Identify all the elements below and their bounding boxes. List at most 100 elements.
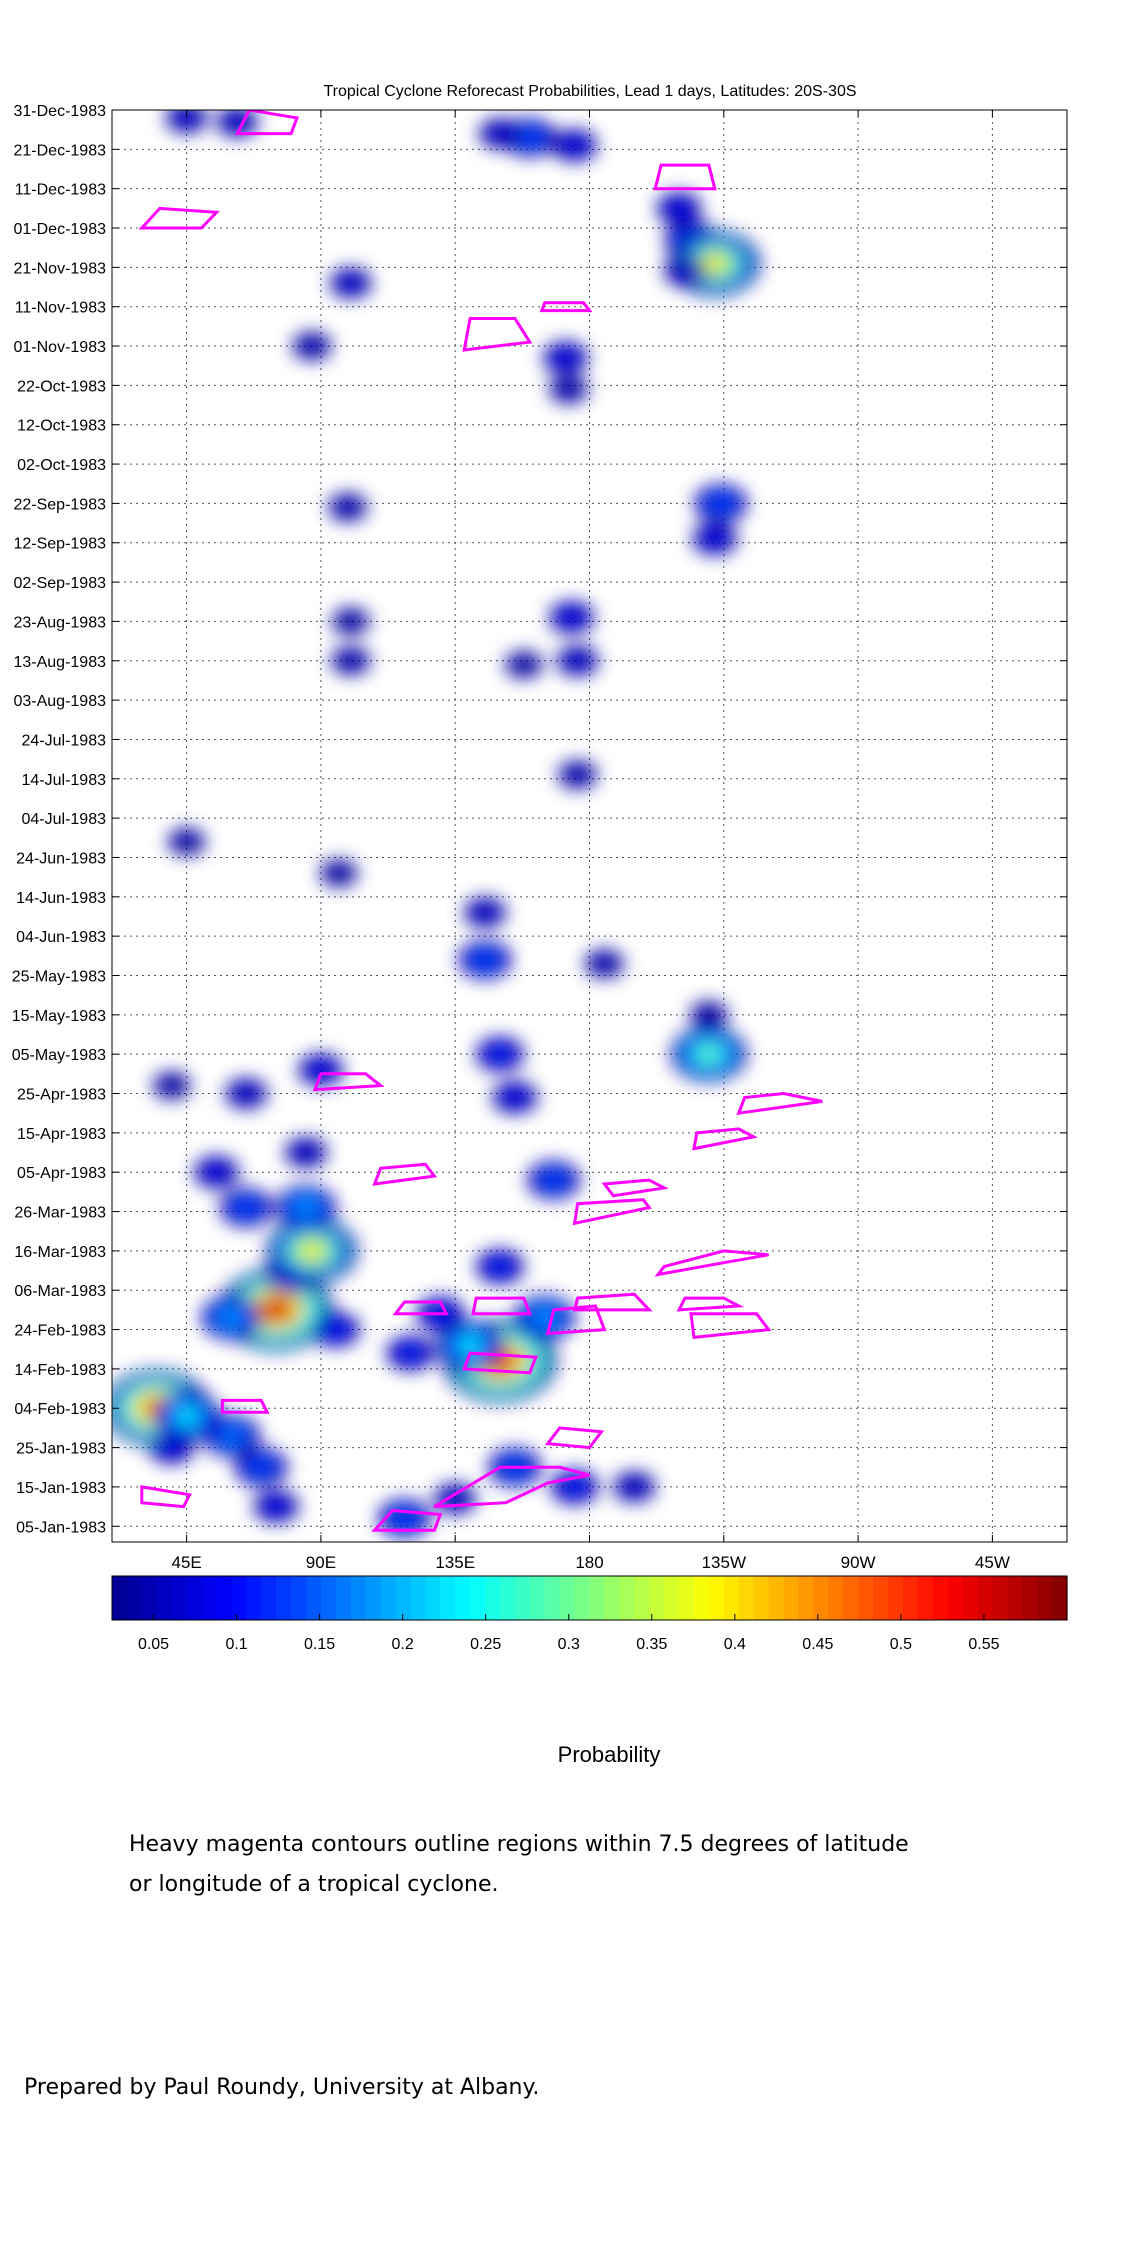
prob-blob bbox=[231, 117, 244, 127]
colorbar-cell bbox=[440, 1576, 456, 1620]
colorbar-cell bbox=[1052, 1576, 1068, 1620]
colorbar-cell bbox=[231, 1576, 247, 1620]
prob-blob bbox=[567, 1482, 582, 1492]
prob-blob bbox=[477, 954, 493, 966]
prob-blob bbox=[403, 1348, 418, 1359]
prob-blob bbox=[314, 1065, 328, 1075]
colorbar-cell bbox=[485, 1576, 501, 1620]
cyclone-contour bbox=[676, 1296, 745, 1312]
cyclone-contour bbox=[572, 1198, 652, 1226]
colorbar-cell bbox=[171, 1576, 188, 1620]
y-tick-label: 15-Apr-1983 bbox=[17, 1126, 106, 1143]
prob-blob bbox=[238, 1202, 254, 1213]
prob-blob bbox=[493, 1261, 507, 1272]
colorbar-cell bbox=[529, 1576, 546, 1620]
colorbar-cell bbox=[126, 1576, 143, 1620]
colorbar-tick-label: 0.5 bbox=[890, 1636, 912, 1653]
cyclone-contour bbox=[462, 1351, 538, 1375]
colorbar-cell bbox=[320, 1576, 337, 1620]
prob-blob bbox=[713, 498, 729, 509]
y-tick-label: 12-Sep-1983 bbox=[13, 536, 106, 553]
prob-blob bbox=[460, 1338, 480, 1353]
colorbar-cell bbox=[365, 1576, 382, 1620]
prob-blob bbox=[329, 1324, 343, 1335]
colorbar-cell bbox=[470, 1576, 486, 1620]
cyclone-contour bbox=[692, 1127, 759, 1151]
prob-blob bbox=[572, 770, 584, 779]
cyclone-contour bbox=[653, 163, 717, 191]
colorbar-cell bbox=[1022, 1576, 1038, 1620]
colorbar-cell bbox=[768, 1576, 785, 1620]
prob-blob bbox=[536, 1311, 554, 1324]
prob-blob bbox=[565, 612, 578, 623]
colorbar-cell bbox=[112, 1576, 128, 1620]
cyclone-contour bbox=[234, 110, 300, 136]
y-tick-label: 26-Mar-1983 bbox=[14, 1205, 106, 1222]
prob-blob bbox=[300, 1148, 312, 1157]
y-tick-label: 06-Mar-1983 bbox=[14, 1283, 106, 1300]
colorbar-cell bbox=[619, 1576, 635, 1620]
prob-blob bbox=[698, 1046, 720, 1062]
y-tick-label: 05-May-1983 bbox=[12, 1047, 106, 1064]
y-tick-label: 24-Jul-1983 bbox=[22, 732, 107, 749]
colorbar-cell bbox=[589, 1576, 606, 1620]
y-tick-label: 11-Dec-1983 bbox=[15, 182, 106, 199]
cyclone-contour bbox=[462, 317, 533, 352]
cyclone-contour bbox=[392, 1300, 449, 1316]
colorbar-cell bbox=[932, 1576, 949, 1620]
colorbar-label: Probability bbox=[558, 1742, 661, 1767]
grid-lines bbox=[112, 109, 1067, 1542]
y-tick-label: 21-Dec-1983 bbox=[14, 142, 107, 159]
colorbar-cell bbox=[141, 1576, 158, 1620]
prob-blob bbox=[672, 203, 686, 213]
prob-blob bbox=[522, 132, 538, 143]
y-tick-label: 13-Aug-1983 bbox=[13, 654, 106, 671]
cyclone-contour bbox=[220, 1398, 270, 1414]
prob-blob bbox=[260, 1298, 292, 1322]
colorbar-cell bbox=[156, 1576, 173, 1620]
y-tick-label: 04-Jun-1983 bbox=[16, 929, 106, 946]
prob-blob bbox=[333, 869, 345, 877]
y-tick-label: 24-Jun-1983 bbox=[16, 850, 106, 867]
prob-blob bbox=[679, 267, 691, 276]
colorbar-tick-label: 0.3 bbox=[558, 1636, 580, 1653]
cyclone-contour bbox=[372, 1162, 438, 1186]
prob-blob bbox=[299, 1241, 325, 1260]
prob-blob bbox=[344, 278, 357, 288]
colorbar-cell bbox=[887, 1576, 904, 1620]
colorbar-tick-label: 0.2 bbox=[392, 1636, 414, 1653]
y-tick-label: 05-Jan-1983 bbox=[16, 1519, 106, 1536]
y-tick-label: 14-Jun-1983 bbox=[16, 890, 106, 907]
prob-blob bbox=[598, 959, 610, 968]
x-tick-label: 90W bbox=[841, 1553, 876, 1572]
prob-blob bbox=[559, 353, 572, 363]
y-tick-label: 22-Sep-1983 bbox=[13, 496, 106, 513]
colorbar-cell bbox=[305, 1576, 322, 1620]
credit-text: Prepared by Paul Roundy, University at A… bbox=[24, 2075, 540, 2100]
y-tick-label: 12-Oct-1983 bbox=[17, 418, 106, 435]
cyclone-contour bbox=[736, 1091, 823, 1116]
prob-blob bbox=[397, 1513, 412, 1524]
x-tick-label: 90E bbox=[306, 1553, 336, 1572]
y-tick-label: 05-Apr-1983 bbox=[17, 1165, 106, 1182]
x-axis: 45E 90E 135E 180 135W 90W 45W bbox=[171, 110, 1010, 1572]
prob-blob bbox=[223, 1430, 240, 1442]
cyclone-contour bbox=[654, 1249, 769, 1277]
y-tick-label: 21-Nov-1983 bbox=[14, 260, 107, 277]
colorbar: 0.05 0.1 0.15 0.2 0.25 0.3 0.35 0.4 0.45 0.5 0.55 bbox=[111, 1575, 1068, 1653]
y-tick-label: 02-Sep-1983 bbox=[13, 575, 106, 592]
colorbar-cell bbox=[246, 1576, 262, 1620]
colorbar-tick-label: 0.1 bbox=[225, 1636, 247, 1653]
colorbar-cell bbox=[1037, 1576, 1053, 1620]
colorbar-cell bbox=[634, 1576, 650, 1620]
prob-blob bbox=[166, 1081, 177, 1090]
prob-blob bbox=[181, 837, 192, 846]
cyclone-contour bbox=[539, 301, 593, 313]
colorbar-tick-label: 0.4 bbox=[724, 1636, 746, 1653]
colorbar-cell bbox=[858, 1576, 874, 1620]
colorbar-cell bbox=[410, 1576, 426, 1620]
colorbar-cell bbox=[723, 1576, 740, 1620]
y-tick-label: 25-Apr-1983 bbox=[17, 1087, 106, 1104]
colorbar-cell bbox=[873, 1576, 889, 1620]
colorbar-cell bbox=[276, 1576, 292, 1620]
